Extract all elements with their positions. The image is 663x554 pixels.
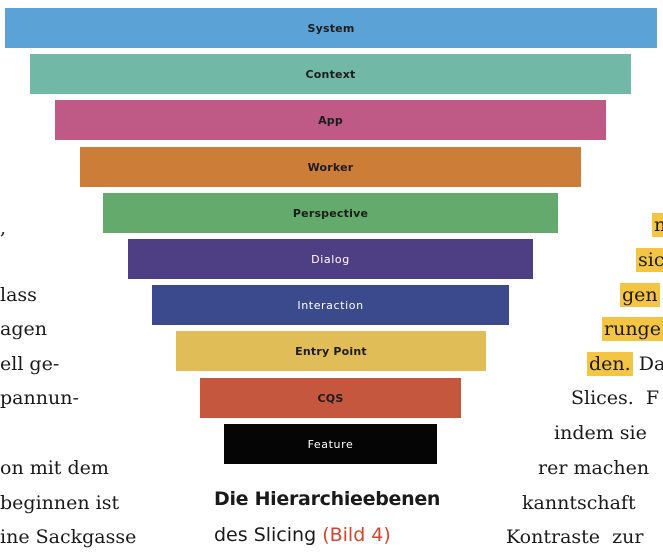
- right-line: sic: [636, 248, 663, 272]
- level-entry-point: Entry Point: [176, 331, 486, 371]
- right-line: Slices. F: [571, 387, 660, 409]
- level-dialog: Dialog: [128, 239, 533, 279]
- highlighted-text: gen: [620, 283, 660, 307]
- level-label: Entry Point: [295, 344, 367, 358]
- level-label: Perspective: [292, 206, 369, 220]
- level-label: Interaction: [297, 298, 364, 312]
- right-line: den. Da: [587, 352, 663, 376]
- caption-prefix: des Slicing: [214, 524, 317, 546]
- left-line: agen: [0, 318, 47, 340]
- highlighted-text: den.: [587, 352, 633, 376]
- right-line: gen: [620, 283, 660, 307]
- right-line: rer machen: [538, 457, 650, 479]
- level-cqs: CQS: [200, 378, 461, 418]
- level-interaction: Interaction: [152, 285, 509, 325]
- level-app: App: [55, 100, 606, 140]
- figure-caption-subtitle: des Slicing (Bild 4): [214, 524, 391, 546]
- left-line: beginnen ist: [0, 492, 120, 514]
- level-label: CQS: [317, 391, 344, 405]
- figure-caption-title: Die Hierarchieebenen: [214, 488, 441, 510]
- right-line: Kontraste zur: [506, 526, 644, 548]
- left-line: ell ge-: [0, 353, 60, 375]
- left-line: ine Sackgasse: [0, 526, 137, 548]
- left-line: lass: [0, 284, 37, 306]
- right-line: n: [652, 213, 663, 237]
- level-label: System: [307, 21, 355, 35]
- level-label: Dialog: [311, 252, 350, 266]
- right-line: kanntschaft: [522, 492, 636, 514]
- left-line: pannun-: [0, 387, 79, 409]
- level-label: Context: [305, 67, 356, 81]
- right-line: runge: [602, 317, 663, 341]
- line-text: Da: [632, 353, 663, 375]
- figure-reference: (Bild 4): [322, 524, 391, 546]
- right-line: indem sie: [554, 422, 647, 444]
- level-label: Worker: [307, 160, 354, 174]
- level-system: System: [5, 8, 657, 48]
- highlighted-text: n: [652, 213, 663, 237]
- level-label: Feature: [307, 437, 354, 451]
- level-worker: Worker: [80, 147, 581, 187]
- level-label: App: [318, 113, 343, 127]
- left-line: on mit dem: [0, 457, 109, 479]
- level-feature: Feature: [224, 424, 437, 464]
- level-perspective: Perspective: [103, 193, 558, 233]
- highlighted-text: sic: [636, 248, 663, 272]
- level-context: Context: [30, 54, 631, 94]
- left-line: ,: [0, 217, 7, 239]
- highlighted-text: runge: [602, 317, 663, 341]
